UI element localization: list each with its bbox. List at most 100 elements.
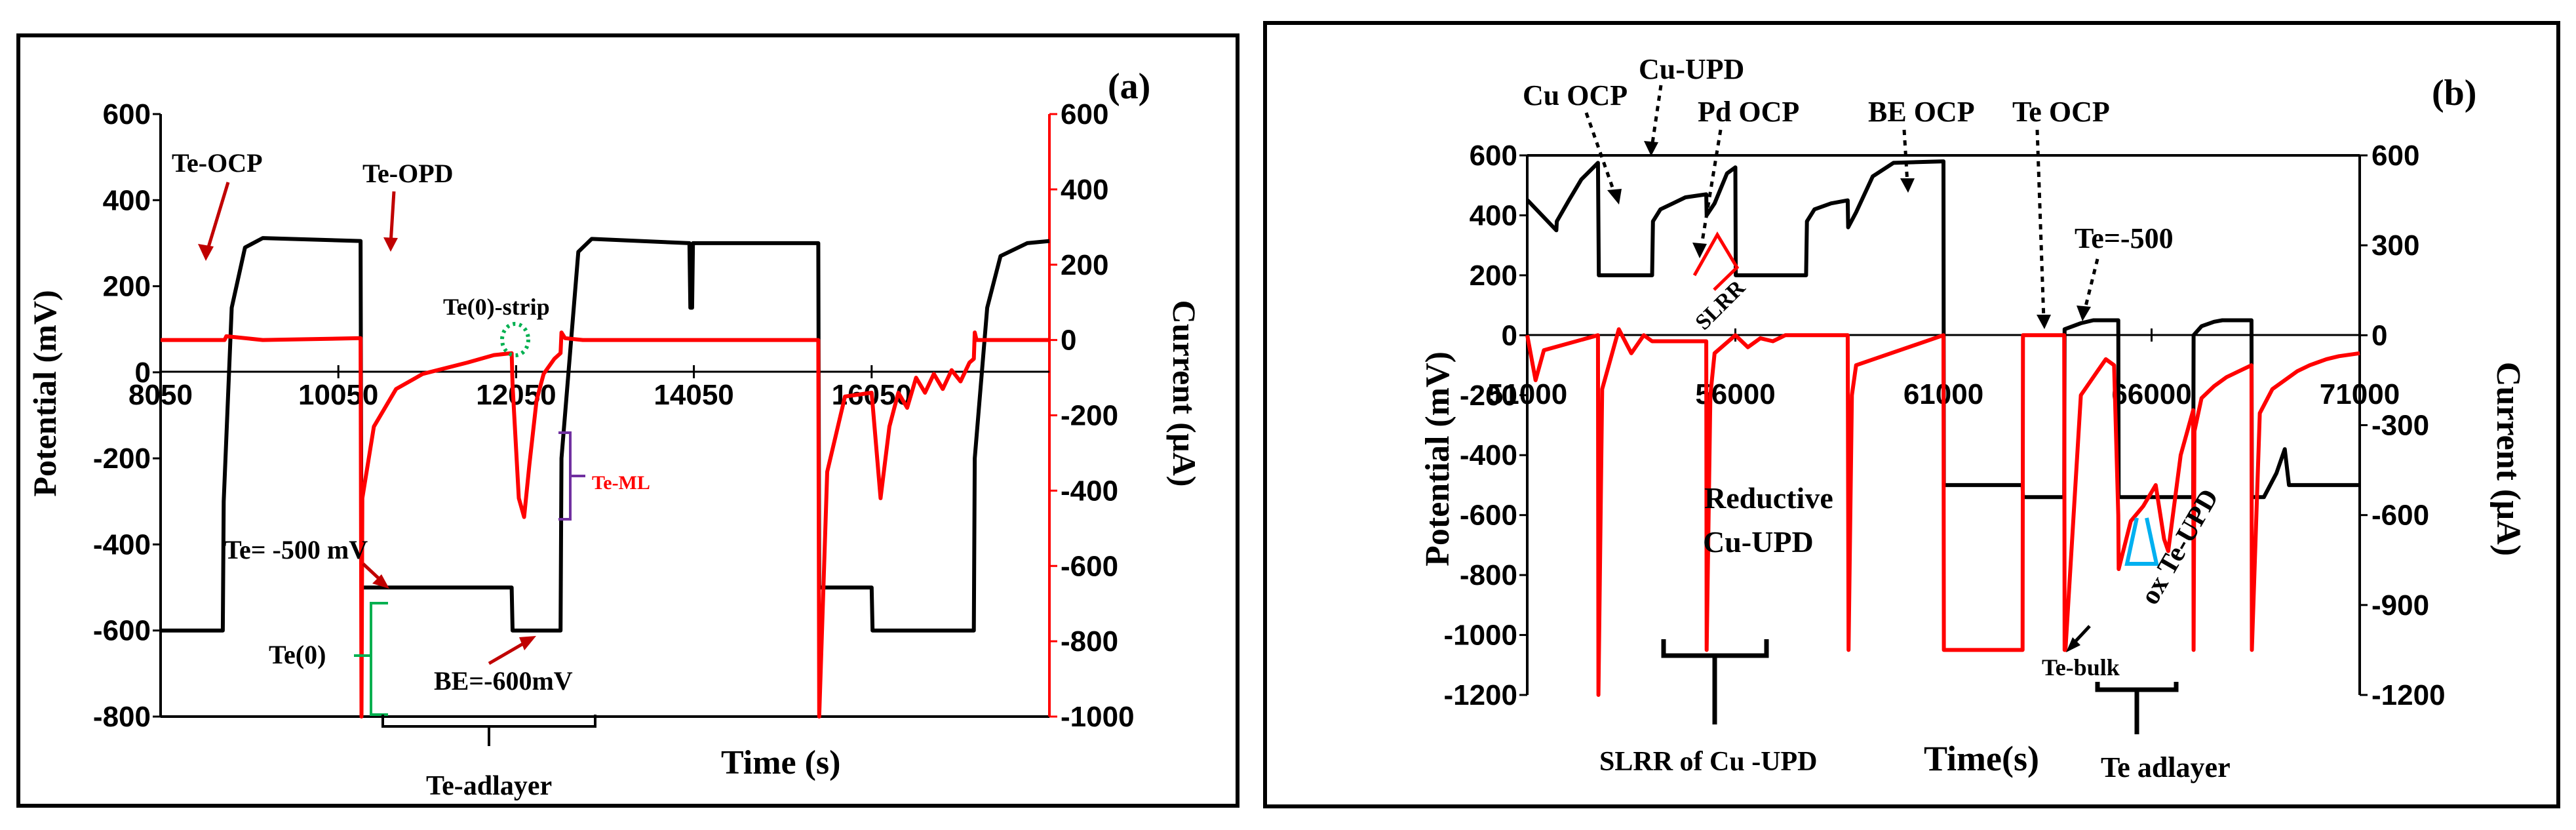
arrowhead <box>519 636 536 650</box>
te-ml-bracket <box>558 431 585 521</box>
arrowhead <box>198 244 214 261</box>
y-tick-label: 200 <box>1470 260 1517 292</box>
y2-tick-label: -900 <box>2371 589 2429 622</box>
annotation-te-ml: Te-ML <box>592 472 650 494</box>
annotation-te-adlayer: Te adlayer <box>2101 751 2231 783</box>
annotation-te-500: Te=-500 <box>2075 222 2174 254</box>
y-tick-label: -1200 <box>1443 679 1517 711</box>
y2-tick-label: 300 <box>2371 229 2419 262</box>
series-line-current <box>1525 327 2360 697</box>
annotation-te-opd: Te-OPD <box>362 159 454 188</box>
y-tick-label: 400 <box>1470 199 1517 231</box>
annotation-arrow <box>204 182 230 256</box>
annotation-reductive: Reductive <box>1704 481 1833 515</box>
annotation-arrow <box>1699 129 1723 250</box>
y-tick-label: 600 <box>103 98 151 130</box>
y-tick-label: -600 <box>1460 500 1517 532</box>
panel-b-x-axis-title: Time(s) <box>1924 739 2039 778</box>
panel-b-label: (b) <box>2432 73 2476 113</box>
annotation-cu-ocp: Cu OCP <box>1523 79 1628 111</box>
y2-tick-label: 0 <box>2371 319 2387 351</box>
panel-b-y2-axis-title: Current (µA) <box>2489 362 2527 556</box>
annotation-arrow <box>1584 112 1618 197</box>
annotation-te-500mv: Te= -500 mV <box>224 535 368 564</box>
panel-a-y-axis-title: Potential (mV) <box>26 290 63 496</box>
y2-tick-label: -400 <box>1061 475 1118 507</box>
x-tick-label: 8050 <box>128 379 193 411</box>
annotation-te-bulk: Te-bulk <box>2042 654 2120 681</box>
y2-tick-label: 600 <box>1061 98 1108 130</box>
te-adlayer-bracket <box>381 715 596 746</box>
x-tick-label: 71000 <box>2320 378 2400 410</box>
annotation-arrow <box>2035 129 2046 321</box>
annotation-ox-te-upd: ox Te-UPD <box>2135 484 2225 610</box>
annotation-arrow <box>1902 129 1909 184</box>
annotation-slrr-cu-upd: SLRR of Cu -UPD <box>1599 747 1818 777</box>
y-tick-label: 0 <box>135 357 151 389</box>
arrowhead <box>2037 315 2051 329</box>
slrr-marker <box>1692 231 1740 291</box>
annotation-te-ocp: Te-OCP <box>172 148 263 178</box>
y-tick-label: -200 <box>93 443 151 475</box>
panel-a-y2-axis-title: Current (µA) <box>1166 300 1203 487</box>
panel-a-frame <box>16 33 1239 808</box>
y2-tick-label: 400 <box>1061 174 1108 206</box>
y2-tick-label: -200 <box>1061 400 1118 432</box>
annotation-pd-ocp: Pd OCP <box>1698 96 1799 128</box>
y-tick-label: -200 <box>1460 380 1517 412</box>
y2-tick-label: -800 <box>1061 625 1118 658</box>
arrowhead <box>383 237 398 252</box>
y2-tick-label: -1000 <box>1061 701 1135 733</box>
arrowhead <box>1692 243 1707 258</box>
y-tick-label: 0 <box>1502 319 1517 351</box>
te0-bracket <box>354 602 388 716</box>
annotation-arrow <box>2082 258 2099 312</box>
x-tick-label: 66000 <box>2111 378 2191 410</box>
y2-tick-label: 0 <box>1061 325 1076 357</box>
annotation-te0-strip: Te(0)-strip <box>443 294 550 320</box>
y-tick-label: -800 <box>1460 559 1517 591</box>
arrowhead <box>1644 141 1658 156</box>
series-line-potential <box>161 236 1050 633</box>
series-line-potential <box>1525 159 2360 500</box>
arrowhead <box>1900 178 1915 193</box>
x-tick-label: 51000 <box>1487 378 1567 410</box>
y-tick-label: 600 <box>1470 140 1517 172</box>
te-adlayer-bracket <box>2095 682 2179 734</box>
y-tick-label: -600 <box>93 615 151 647</box>
slrr-cu-upd-bracket <box>1661 639 1769 724</box>
series-line-current <box>161 330 1049 719</box>
annotation-arrow <box>1650 85 1663 148</box>
annotation-be-600mv: BE=-600mV <box>434 666 573 696</box>
y2-tick-label: 600 <box>2371 140 2419 172</box>
arrowhead <box>2077 306 2091 321</box>
annotation-cu-upd: Cu-UPD <box>1639 53 1744 85</box>
arrowhead <box>1607 189 1622 205</box>
panel-a-chart: (a) Potential (mV) Current (µA) Time (s)… <box>26 66 1203 801</box>
arrowhead <box>2066 637 2080 652</box>
panel-b-frame <box>1263 21 2560 808</box>
x-tick-label: 12050 <box>476 379 556 411</box>
annotation-arrow <box>389 191 396 245</box>
x-tick-label: 10050 <box>298 379 378 411</box>
y-tick-label: 400 <box>103 184 151 216</box>
y2-tick-label: -300 <box>2371 410 2429 442</box>
y2-tick-label: -1200 <box>2371 679 2446 711</box>
panel-a-x-axis-title: Time (s) <box>721 744 840 781</box>
annotation-te-ocp: Te OCP <box>2012 96 2110 128</box>
y-tick-label: -400 <box>93 528 151 561</box>
panel-b-chart: (b) Potential (mV) Current (µA) Time(s) … <box>1419 53 2527 783</box>
y-tick-label: -800 <box>93 701 151 733</box>
y-tick-label: -400 <box>1460 439 1517 471</box>
annotation-te-adlayer: Te-adlayer <box>426 771 552 801</box>
strip-ellipse-marker <box>500 322 530 357</box>
annotation-be-ocp: BE OCP <box>1868 96 1975 128</box>
y2-tick-label: -600 <box>2371 500 2429 532</box>
annotation-te0: Te(0) <box>269 640 326 669</box>
y2-tick-label: 200 <box>1061 249 1108 281</box>
y2-tick-label: -600 <box>1061 550 1118 582</box>
panel-b-y-axis-title: Potential (mV) <box>1419 351 1456 566</box>
arrowhead <box>372 574 389 589</box>
panel-a-label: (a) <box>1108 66 1150 107</box>
